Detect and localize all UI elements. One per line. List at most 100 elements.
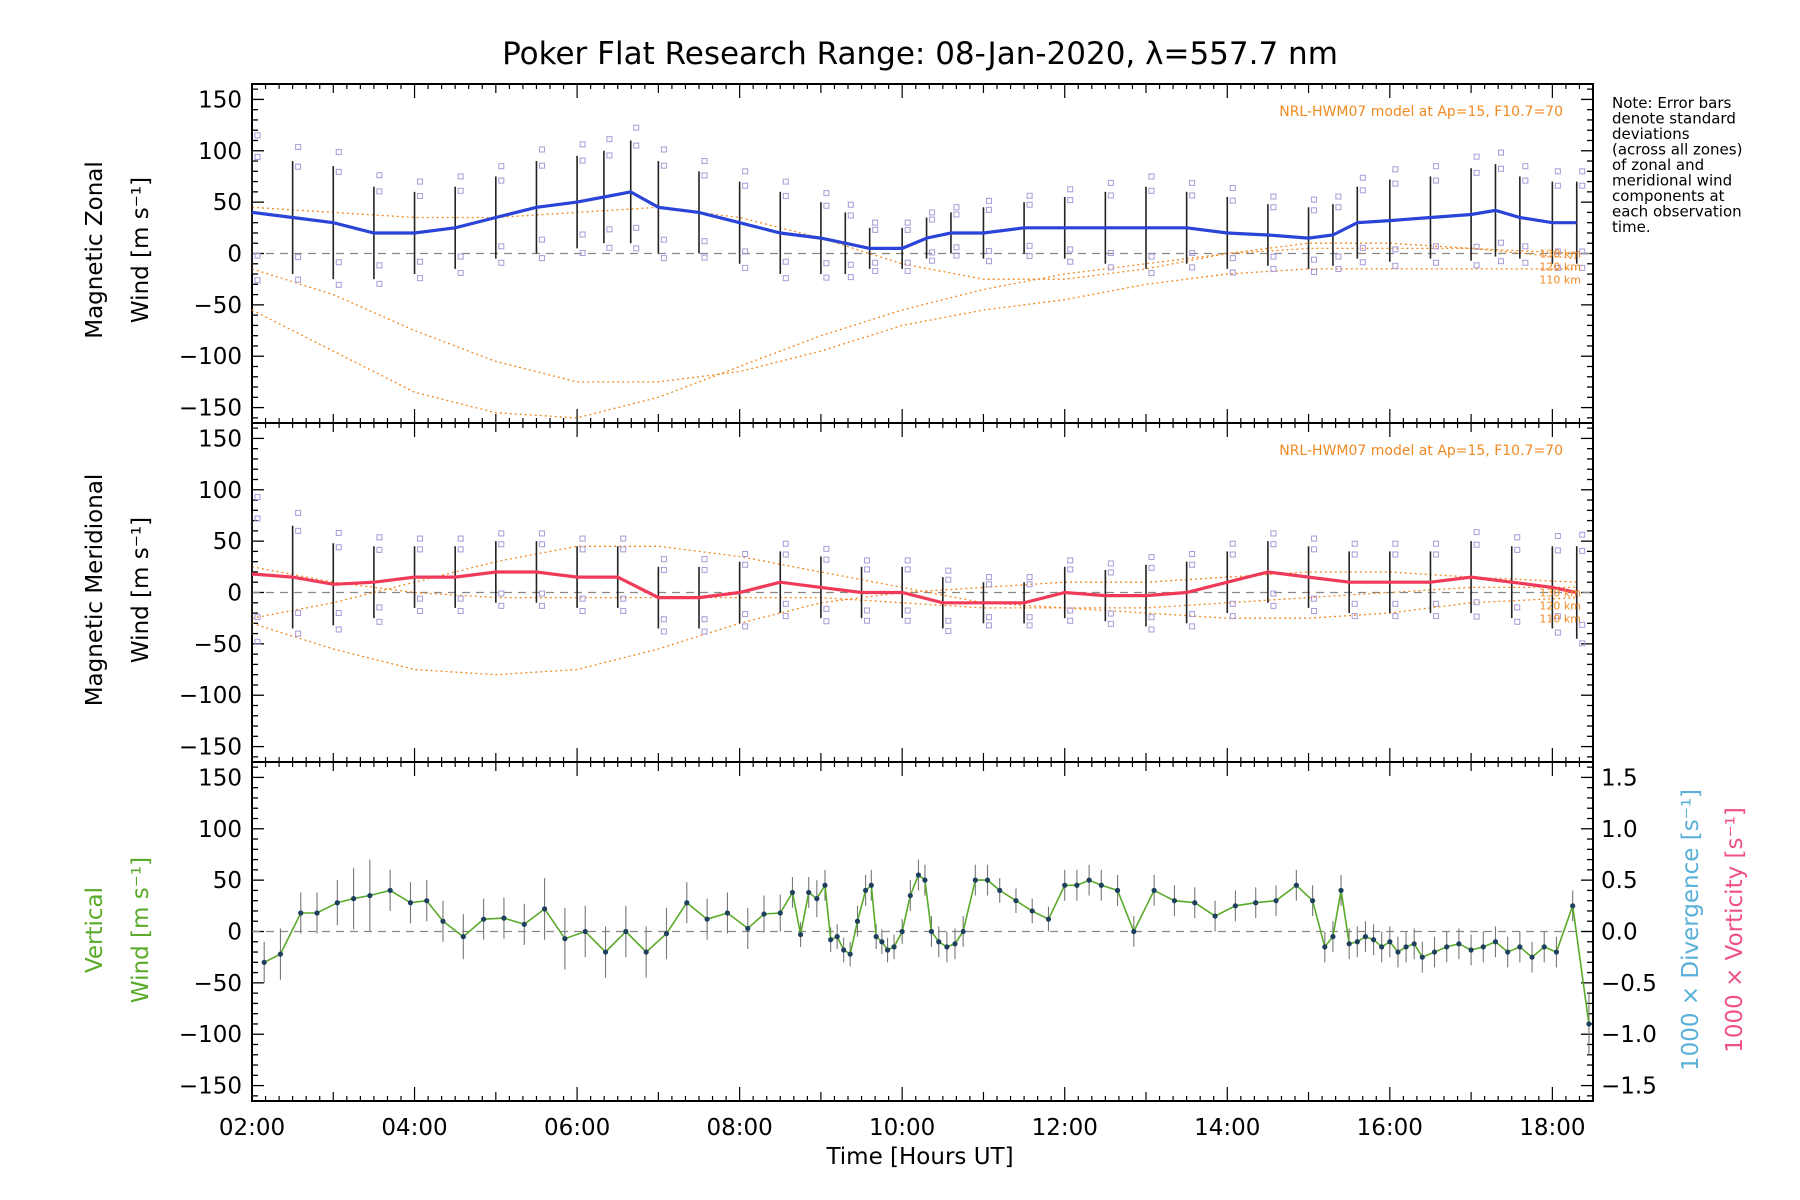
zone-sample <box>1107 560 1114 567</box>
zone-sample <box>538 146 545 153</box>
vertical-wind-point <box>334 900 340 906</box>
altitude-label: 130 km <box>1539 248 1581 261</box>
vertical-wind-point <box>1086 877 1092 883</box>
meridional-ylabel-line1: Magnetic Meridional <box>82 474 108 707</box>
zone-sample <box>254 515 261 522</box>
meridional-panel: 150 100 50 0 −50 −100 −150 NRL-HWM07 model at A… <box>179 422 1594 763</box>
zone-sample <box>1579 264 1586 271</box>
note-line: of zonal and <box>1612 156 1704 174</box>
zone-sample <box>1473 243 1480 250</box>
zone-sample <box>1311 546 1318 553</box>
zone-sample <box>1473 541 1480 548</box>
vertical-wind-point <box>828 937 834 943</box>
vertical-wind-point <box>1419 954 1425 960</box>
zone-sample <box>985 197 992 204</box>
vertical-wind-point <box>704 916 710 922</box>
zone-sample <box>823 605 830 612</box>
meridional-ylabel-line2: Wind [m s⁻¹] <box>128 517 154 663</box>
zone-sample <box>904 259 911 266</box>
zone-sample <box>457 546 464 553</box>
zone-sample <box>847 201 854 208</box>
zone-sample <box>1026 614 1033 621</box>
note-line: components at <box>1612 187 1725 205</box>
zone-sample <box>295 610 302 617</box>
zone-sample <box>1473 153 1480 160</box>
zone-sample <box>742 611 749 618</box>
zone-sample <box>538 236 545 243</box>
model-curve-110-km <box>251 566 1577 619</box>
zone-sample <box>620 535 627 542</box>
zone-sample <box>1229 185 1236 192</box>
vertical-wind-point <box>1362 934 1369 940</box>
zone-sample <box>1432 259 1439 266</box>
zone-sample <box>1522 177 1529 184</box>
zone-sample <box>660 255 667 262</box>
zone-sample <box>1335 193 1342 200</box>
note-line: Note: Error bars <box>1612 94 1732 112</box>
zone-sample <box>1432 177 1439 184</box>
zone-sample <box>1359 174 1366 181</box>
zone-sample <box>847 274 854 281</box>
zone-sample <box>742 623 749 630</box>
vertical-wind-point <box>1456 941 1462 947</box>
zone-sample <box>1148 270 1155 277</box>
zone-sample <box>929 216 936 223</box>
zone-sample <box>985 258 992 265</box>
zone-sample <box>1107 249 1114 256</box>
y-tick-label: 0 <box>227 920 242 946</box>
y-tick-label: 150 <box>198 765 242 791</box>
vertical-wind-point <box>1253 900 1259 906</box>
vertical-wind-point <box>928 928 935 935</box>
vertical-wind-point <box>1570 903 1576 909</box>
zone-sample <box>945 628 952 635</box>
zone-sample <box>872 267 879 274</box>
zone-sample <box>1067 258 1074 265</box>
y2-tick-label: −1.5 <box>1601 1074 1657 1100</box>
vertical-wind-point <box>1212 913 1218 919</box>
zone-sample <box>1229 600 1236 607</box>
zone-sample <box>1432 243 1439 250</box>
zone-sample <box>742 550 749 557</box>
vertical-wind-point <box>1310 898 1316 904</box>
model-curve-130-km <box>251 206 1577 280</box>
zone-sample <box>1522 259 1529 266</box>
zone-sample <box>953 204 960 211</box>
zone-sample <box>847 261 854 268</box>
vertical-wind-point <box>891 944 897 950</box>
vertical-panel: 150 100 50 0 −50 −100 −150 02:00 04:00 06:00 08:00… <box>179 761 1657 1141</box>
x-tick-label: 12:00 <box>1032 1115 1098 1141</box>
zone-sample <box>606 226 613 233</box>
zone-sample <box>782 192 789 199</box>
altitude-label: 130 km <box>1539 587 1581 600</box>
zone-sample <box>1189 611 1196 618</box>
zone-sample <box>1392 600 1399 607</box>
zone-sample <box>1392 180 1399 187</box>
divergence-label: 1000 × Divergence [s⁻¹] <box>1678 789 1704 1071</box>
altitude-label: 120 km <box>1539 600 1581 613</box>
zone-sample <box>1189 264 1196 271</box>
altitude-label: 110 km <box>1539 613 1581 626</box>
zone-sample <box>742 561 749 568</box>
vertical-wind-point <box>1074 882 1080 888</box>
zone-sample <box>254 638 261 645</box>
zone-sample <box>295 509 302 516</box>
zone-sample <box>457 270 464 277</box>
zone-sample <box>254 493 261 500</box>
zone-sample <box>782 613 789 620</box>
zone-sample <box>701 556 708 563</box>
vertical-ylabel-line1: Vertical <box>82 887 108 973</box>
vertical-wind-point <box>460 934 466 940</box>
zone-sample <box>823 190 830 197</box>
zone-sample <box>1311 595 1318 602</box>
zone-sample <box>254 277 261 284</box>
vertical-wind-point <box>936 939 942 945</box>
zone-sample <box>1067 246 1074 253</box>
zone-sample <box>1148 173 1155 180</box>
vertical-wind-point <box>972 877 978 883</box>
y-tick-label: 100 <box>198 478 242 504</box>
zone-sample <box>1473 169 1480 176</box>
vertical-wind-point <box>1444 944 1450 950</box>
zone-sample <box>823 202 830 209</box>
y-tick-label: −100 <box>179 683 242 709</box>
zone-sample <box>417 178 424 185</box>
